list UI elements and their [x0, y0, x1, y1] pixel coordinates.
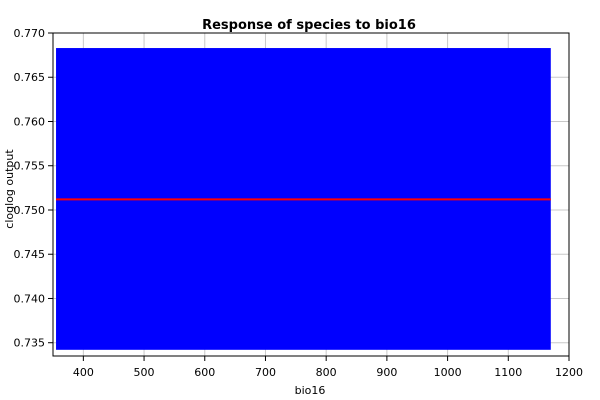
x-tick-label: 500: [134, 366, 155, 379]
y-tick-label: 0.755: [14, 160, 46, 173]
x-tick-label: 800: [316, 366, 337, 379]
y-tick-label: 0.750: [14, 204, 46, 217]
x-tick-label: 900: [376, 366, 397, 379]
y-tick-label: 0.770: [14, 27, 46, 40]
x-tick-label: 700: [255, 366, 276, 379]
x-tick-label: 600: [194, 366, 215, 379]
x-axis-label: bio16: [295, 384, 326, 397]
y-tick-label: 0.765: [14, 71, 46, 84]
x-tick-label: 1000: [434, 366, 462, 379]
y-tick-label: 0.745: [14, 248, 46, 261]
x-tick-label: 1200: [555, 366, 583, 379]
x-tick-label: 1100: [494, 366, 522, 379]
x-tick-label: 400: [73, 366, 94, 379]
chart-title: Response of species to bio16: [202, 18, 416, 33]
y-tick-label: 0.760: [14, 115, 46, 128]
plot-frame: [52, 32, 570, 357]
y-tick-label: 0.740: [14, 292, 46, 305]
y-axis-label: cloglog output: [3, 149, 16, 229]
y-tick-label: 0.735: [14, 337, 46, 350]
x-axis: 400 500 600 700 800 900 1000 1100 1200: [73, 356, 583, 379]
y-axis: 0.735 0.740 0.745 0.750 0.755 0.760 0.765 0.770: [14, 27, 53, 350]
